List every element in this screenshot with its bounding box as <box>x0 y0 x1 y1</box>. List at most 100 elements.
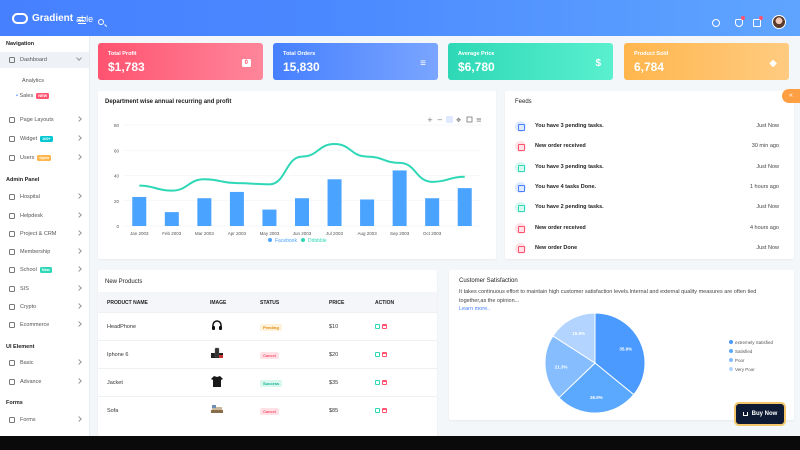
series-line-dribbble <box>139 142 465 192</box>
table-row: Iphone 6 Cancel $20 <box>98 340 437 368</box>
delete-icon[interactable] <box>382 352 387 357</box>
stat-value: 15,830 <box>283 60 320 74</box>
legend-label-dribbble[interactable]: Dribbble <box>308 238 327 244</box>
feed-text: New order received <box>535 224 586 231</box>
feed-text: New order Done <box>535 244 578 251</box>
stat-label: Product Sold <box>634 51 669 57</box>
product-name: HeadPhone <box>107 324 137 330</box>
sidebar-item-widget[interactable]: Widget 100+ <box>0 131 89 147</box>
delete-icon[interactable] <box>382 324 387 329</box>
sidebar-item-school[interactable]: School New <box>0 262 89 278</box>
feed-green-icon <box>515 202 526 214</box>
sidebar-item-label: Project & CRM <box>20 231 57 237</box>
sidebar-item-label: Crypto <box>20 304 37 310</box>
feed-item[interactable]: New order received 4 hours ago <box>505 219 794 239</box>
sidebar-item-basic[interactable]: Basic <box>0 355 89 371</box>
feed-item[interactable]: New order received 30 min ago <box>505 137 794 157</box>
legend-label-facebook[interactable]: Facebook <box>275 238 297 244</box>
globe-icon[interactable] <box>712 19 720 27</box>
sidebar-item-label: Sales <box>19 93 34 99</box>
feeds-title: Feeds <box>515 99 532 105</box>
users-badge: Open <box>37 155 52 161</box>
satisfaction-title: Customer Satisfaction <box>459 278 518 284</box>
sidebar-item-forms[interactable]: Forms <box>0 412 89 428</box>
chart-menu-icon[interactable]: ≡ <box>476 116 482 124</box>
legend-label[interactable]: Poor <box>735 358 745 363</box>
pan-icon[interactable]: ✥ <box>456 117 461 124</box>
school-badge: New <box>39 267 52 273</box>
x-tick-label: Mar 2003 <box>195 231 215 236</box>
feed-item[interactable]: You have 3 pending tasks. Just Now <box>505 158 794 178</box>
sidebar-item-project-crm[interactable]: Project & CRM <box>0 226 89 242</box>
delete-icon[interactable] <box>382 380 387 385</box>
avatar[interactable] <box>772 15 786 29</box>
chart-ticks: 0 20 40 60 80 Jan 2003 Feb 2003 Mar 2003 Apr 200… <box>114 123 442 236</box>
zoom-in-icon[interactable]: + <box>427 116 433 124</box>
sidebar-item-label: Widget <box>20 136 38 142</box>
new-products-card: New Products PRODUCT NAME IMAGE STATUS P… <box>98 270 437 436</box>
sidebar-item-sis[interactable]: SIS <box>0 281 89 297</box>
sidebar-item-hospital[interactable]: Hospital <box>0 189 89 205</box>
chart-toolbar: + − ✥ ≡ <box>427 116 482 124</box>
settings-drawer-toggle[interactable]: « <box>782 89 800 103</box>
sidebar-item-helpdesk[interactable]: Helpdesk <box>0 208 89 224</box>
legend-label[interactable]: extremely Satisfied <box>735 340 774 345</box>
x-tick-label: Jul 2003 <box>326 231 344 236</box>
logo-mark-icon <box>12 13 28 24</box>
layout-icon <box>9 117 15 123</box>
x-tick-label: Sep 2003 <box>390 231 410 236</box>
sidebar-item-crypto[interactable]: Crypto <box>0 299 89 315</box>
new-badge: NEW <box>36 93 50 99</box>
chevron-right-icon <box>76 248 82 254</box>
feed-text: New order received <box>535 143 586 150</box>
feed-item[interactable]: You have 2 pending tasks. Just Now <box>505 198 794 218</box>
feed-item[interactable]: New order Done Just Now <box>505 239 794 259</box>
search-icon[interactable] <box>98 19 104 25</box>
edit-icon[interactable] <box>375 324 380 329</box>
stat-label: Average Price <box>458 51 495 57</box>
product-price: $85 <box>329 408 339 414</box>
y-tick-label: 60 <box>114 148 120 153</box>
edit-icon[interactable] <box>375 352 380 357</box>
buy-now-button[interactable]: Buy Now <box>736 404 784 424</box>
sidebar-subitem-analytics[interactable]: Analytics <box>22 78 45 84</box>
sidebar-item-membership[interactable]: Membership <box>0 244 89 260</box>
legend-label[interactable]: Very Poor <box>735 367 755 372</box>
chart-legend: Facebook Dribbble <box>268 238 327 244</box>
chevron-right-icon <box>76 230 82 236</box>
pie-legend: extremely Satisfied Satisfied Poor Very Poo… <box>729 340 774 372</box>
pie-value-label: 26.9% <box>590 395 603 400</box>
sidebar-item-page-layouts[interactable]: Page Layouts <box>0 112 89 128</box>
edit-icon[interactable] <box>375 408 380 413</box>
bell-icon[interactable] <box>735 19 743 27</box>
edit-icon[interactable] <box>375 380 380 385</box>
sidebar-subitem-sales[interactable]: • Sales NEW <box>16 93 50 99</box>
sidebar-item-dashboard[interactable]: Dashboard <box>0 52 89 68</box>
chevron-right-icon <box>76 359 82 365</box>
message-icon[interactable] <box>753 19 761 27</box>
feed-item[interactable]: You have 4 tasks Done. 1 hours ago <box>505 178 794 198</box>
delete-icon[interactable] <box>382 408 387 413</box>
users-icon <box>9 155 15 161</box>
menu-toggle-icon[interactable] <box>78 17 86 24</box>
logo[interactable]: Gradient able <box>12 13 93 24</box>
zoom-out-icon[interactable]: − <box>437 116 443 124</box>
legend-label[interactable]: Satisfied <box>735 349 753 354</box>
status-badge: Cancel <box>260 408 280 415</box>
sidebar-item-users[interactable]: Users Open <box>0 150 89 166</box>
sidebar-item-ecommerce[interactable]: Ecommerce <box>0 317 89 333</box>
helpdesk-icon <box>9 213 15 219</box>
sidebar-item-advance[interactable]: Advance <box>0 374 89 390</box>
x-tick-label: Apr 2003 <box>228 231 247 236</box>
selection-zoom-icon[interactable] <box>446 116 453 123</box>
feed-item[interactable]: You have 3 pending tasks. Just Now <box>505 117 794 137</box>
bar-line-chart: + − ✥ ≡ 0 20 40 60 80 Jan 2003 Feb 2003 Mar 200… <box>114 116 482 244</box>
x-tick-label: Jan 2003 <box>130 231 149 236</box>
reset-zoom-icon[interactable] <box>466 116 473 123</box>
table-header: PRODUCT NAME IMAGE STATUS PRICE ACTION <box>98 292 437 312</box>
chevron-right-icon <box>76 193 82 199</box>
notification-dot <box>741 16 745 20</box>
logo-text-bold: Gradient <box>32 13 74 24</box>
stat-card-total-profit: Total Profit $1,783 0 <box>98 43 263 80</box>
learn-more-link[interactable]: Learn more.. <box>459 306 491 312</box>
